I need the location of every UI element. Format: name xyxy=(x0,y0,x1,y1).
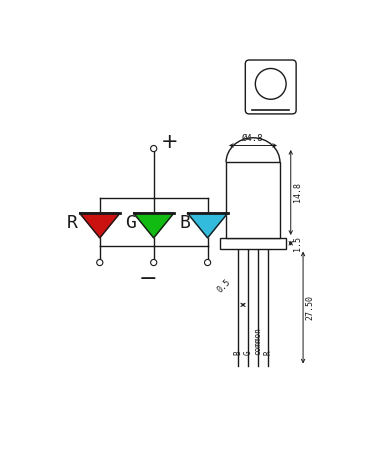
Text: B: B xyxy=(234,350,243,355)
Text: 0.5: 0.5 xyxy=(216,277,232,294)
Circle shape xyxy=(97,259,103,266)
Text: 1.5: 1.5 xyxy=(293,236,302,251)
Text: common: common xyxy=(254,327,263,355)
Text: R: R xyxy=(263,350,273,355)
Text: 14.8: 14.8 xyxy=(293,183,302,203)
Text: Ø4.8: Ø4.8 xyxy=(242,133,264,142)
Text: R: R xyxy=(67,214,77,232)
Polygon shape xyxy=(134,213,174,238)
Text: G: G xyxy=(244,350,253,355)
Circle shape xyxy=(255,68,286,99)
Bar xyxy=(226,162,280,238)
Polygon shape xyxy=(80,213,120,238)
Circle shape xyxy=(151,146,157,152)
Circle shape xyxy=(151,259,157,266)
Text: +: + xyxy=(160,132,178,153)
Text: −: − xyxy=(138,270,157,290)
Text: G: G xyxy=(125,214,136,232)
Circle shape xyxy=(205,259,211,266)
FancyBboxPatch shape xyxy=(245,60,296,114)
Polygon shape xyxy=(187,213,228,238)
Text: 27.50: 27.50 xyxy=(305,295,314,321)
Text: B: B xyxy=(179,214,190,232)
Bar xyxy=(220,238,286,249)
